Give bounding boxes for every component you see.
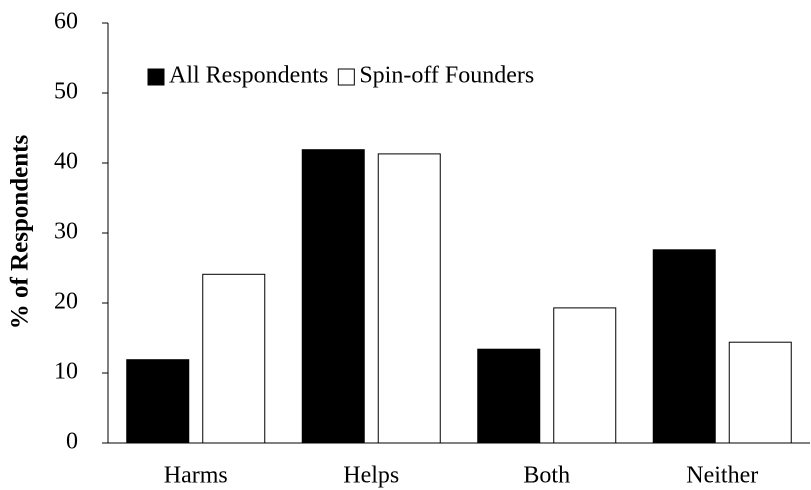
legend-swatch [337, 68, 355, 86]
bar [652, 249, 716, 444]
legend-label: Spin-off Founders [359, 63, 534, 89]
bar [126, 359, 190, 444]
bar [553, 307, 617, 444]
bar [728, 341, 792, 444]
bar [477, 348, 541, 444]
bar [377, 153, 441, 444]
y-tick-label: 30 [54, 219, 78, 245]
y-tick-label: 20 [54, 289, 78, 315]
x-tick-label: Harms [164, 463, 228, 489]
x-tick-label: Both [523, 463, 570, 489]
y-tick-label: 50 [54, 79, 78, 105]
y-tick-label: 60 [54, 9, 78, 35]
y-axis-label: % of Respondents [7, 135, 34, 330]
x-tick-label: Helps [343, 463, 399, 489]
bar [301, 149, 365, 444]
y-tick-label: 0 [66, 429, 78, 455]
legend-swatch [147, 68, 165, 86]
y-tick-label: 40 [54, 149, 78, 175]
y-tick-label: 10 [54, 359, 78, 385]
bar [202, 273, 266, 444]
x-tick-label: Neither [686, 463, 758, 489]
legend-label: All Respondents [169, 63, 328, 89]
